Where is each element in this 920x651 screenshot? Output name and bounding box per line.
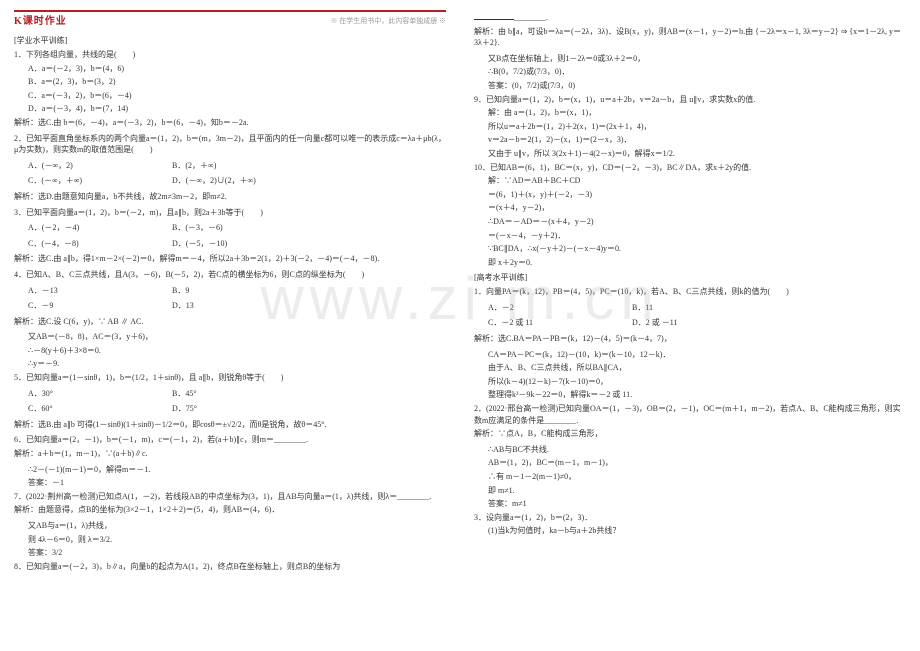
r5a: 解析：∵点A，B，C能构成三角形， bbox=[474, 428, 906, 440]
right-column: ________. 解析：由 b∥a，可设b＝λa＝(－2λ，3λ)．设B(x，… bbox=[460, 0, 920, 651]
q4d: D．13 bbox=[172, 300, 292, 312]
r6: 3．设向量a＝(1，2)，b＝(2，3)． bbox=[474, 512, 906, 524]
page: K课时作业 ※ 在学生用书中，此内容单独成册 ※ [学业水平训练] 1．下列各组… bbox=[0, 0, 920, 651]
q2ans: 解析：选D.由题意知向量a，b不共线，故2m≠3m－2，即m≠2. bbox=[14, 191, 446, 203]
section-gaokao: [高考水平训练] bbox=[474, 272, 906, 284]
r4: 1．向量PA＝(k，12)，PB＝(4，5)，PC＝(10，k)，若A、B、C三… bbox=[474, 286, 906, 298]
r3a: 解：∵AD＝AB＋BC＋CD bbox=[488, 175, 906, 187]
q1ans: 解析：选C.由 b＝(6，－4)，a＝(－3，2)，b＝(6，－4)，知b＝－2… bbox=[14, 117, 446, 129]
r4ans3: 由于A、B、C三点共线，所以BA∥CA， bbox=[488, 362, 906, 374]
q3a: A．(－2，－4) bbox=[28, 222, 148, 234]
r1a: 解析：由 b∥a，可设b＝λa＝(－2λ，3λ)．设B(x，y)，则AB＝(x－… bbox=[474, 26, 906, 49]
r1-text: ________. bbox=[514, 13, 548, 22]
q5a: A．30° bbox=[28, 388, 148, 400]
r5c: AB＝(1，2)，BC＝(m－1，m－1)， bbox=[488, 457, 906, 469]
q7ans4: 答案：3/2 bbox=[28, 547, 446, 559]
r5f: 答案：m≠1 bbox=[488, 498, 906, 510]
q7ans2: 又AB与a＝(1，λ)共线， bbox=[28, 520, 446, 532]
q1d: D．a＝(－3，4)，b＝(7，14) bbox=[28, 103, 446, 115]
r1b: 又B点在坐标轴上，则1－2λ＝0或3λ＋2＝0， bbox=[488, 53, 906, 65]
q5d: D．75° bbox=[172, 403, 292, 415]
q1: 1．下列各组向量，共线的是( ) bbox=[14, 49, 446, 61]
q3b: B．(－3，－6) bbox=[172, 222, 292, 234]
q2: 2．已知平面直角坐标系内的两个向量a＝(1，2)，b＝(m，3m－2)，且平面内… bbox=[14, 133, 446, 156]
q6ans3: 答案：－1 bbox=[28, 477, 446, 489]
r4c: C．－2 或 11 bbox=[488, 317, 608, 329]
r3c: ＝(x＋4，y－2)， bbox=[488, 202, 906, 214]
q6ans1: 解析：a＋b＝(1，m－1)，∵(a＋b)∥c. bbox=[14, 448, 446, 460]
q5ans: 解析：选B.由 a∥b 可得(1－sinθ)(1＋sinθ)－1/2＝0，即co… bbox=[14, 419, 446, 431]
r4d: D．2 或 －11 bbox=[632, 317, 752, 329]
r4ans4: 所以(k－4)(12－k)－7(k－10)＝0， bbox=[488, 376, 906, 388]
q2a: A．(－∞，2) bbox=[28, 160, 148, 172]
q4ans1: 解析：选C.设 C(6，y)，∵ AB ∥ AC. bbox=[14, 316, 446, 328]
r3: 10．已知AB＝(6，1)，BC＝(x，y)，CD＝(－2，－3)，BC∥DA，… bbox=[474, 162, 906, 174]
q7: 7．(2022·荆州高一检测)已知点A(1，－2)，若线段AB的中点坐标为(3，… bbox=[14, 491, 446, 503]
r3e: ＝(－x－4，－y＋2)． bbox=[488, 230, 906, 242]
q7ans3: 则 4λ－6＝0，则 λ＝3/2. bbox=[28, 534, 446, 546]
r1c: ∴B(0，7/2)或(7/3，0)． bbox=[488, 66, 906, 78]
section-academic: [学业水平训练] bbox=[14, 35, 446, 47]
r3f: ∵BC∥DA，∴x(－y＋2)－(－x－4)y＝0. bbox=[488, 243, 906, 255]
q6: 6．已知向量a＝(2，－1)，b＝(－1，m)，c＝(－1，2)，若(a＋b)∥… bbox=[14, 434, 446, 446]
r3d: ∴DA＝－AD＝－(x＋4，y－2) bbox=[488, 216, 906, 228]
q5: 5．已知向量a＝(1－sinθ，1)，b＝(1/2，1＋sinθ)，且 a∥b，… bbox=[14, 372, 446, 384]
r2: 9．已知向量a＝(1，2)，b＝(x，1)，u＝a＋2b，v＝2a－b，且 u∥… bbox=[474, 94, 906, 106]
header-bar: K课时作业 ※ 在学生用书中，此内容单独成册 ※ bbox=[14, 10, 446, 29]
left-column: K课时作业 ※ 在学生用书中，此内容单独成册 ※ [学业水平训练] 1．下列各组… bbox=[0, 0, 460, 651]
q4: 4．已知A、B、C三点共线，且A(3，－6)，B(－5，2)，若C点的横坐标为6… bbox=[14, 269, 446, 281]
q6ans2: ∴2－(－1)(m－1)＝0，解得m＝－1. bbox=[28, 464, 446, 476]
r4b: B．11 bbox=[632, 302, 752, 314]
q4ans2: 又AB＝(－8，8)，AC＝(3，y＋6)， bbox=[28, 331, 446, 343]
q4c: C．－9 bbox=[28, 300, 148, 312]
r5d: ∴有 m－1－2(m－1)≠0， bbox=[488, 471, 906, 483]
q1b: B．a＝(2，3)，b＝(3，2) bbox=[28, 76, 446, 88]
r1d: 答案：(0，7/2)或(7/3，0) bbox=[488, 80, 906, 92]
r4a: A．－2 bbox=[488, 302, 608, 314]
q2c: C．(－∞，＋∞) bbox=[28, 175, 148, 187]
r1: ________. bbox=[474, 12, 906, 24]
r2b: 所以u＝a＋2b＝(1，2)＋2(x，1)＝(2x＋1，4)， bbox=[488, 121, 906, 133]
q4b: B．9 bbox=[172, 285, 292, 297]
r3b: ＝(6，1)＋(x，y)＋(－2，－3) bbox=[488, 189, 906, 201]
r4ans2: CA＝PA－PC＝(k，12)－(10，k)＝(k－10，12－k)． bbox=[488, 349, 906, 361]
q2d: D．(－∞，2)∪(2，＋∞) bbox=[172, 175, 292, 187]
q3d: D．(－5，－10) bbox=[172, 238, 292, 250]
q5c: C．60° bbox=[28, 403, 148, 415]
brand-sub: ※ 在学生用书中，此内容单独成册 ※ bbox=[331, 16, 447, 27]
q8: 8．已知向量a＝(－2，3)，b∥a，向量b的起点为A(1，2)，终点B在坐标轴… bbox=[14, 561, 446, 573]
r5: 2．(2022·邢台高一检测)已知向量OA＝(1，－3)，OB＝(2，－1)，O… bbox=[474, 403, 906, 426]
q7ans1: 解析：由题意得，点B的坐标为(3×2－1，1×2＋2)＝(5，4)，则AB＝(4… bbox=[14, 504, 446, 516]
q3: 3．已知平面向量a＝(1，2)，b＝(－2，m)，且a∥b，则2a＋3b等于( … bbox=[14, 207, 446, 219]
q4ans3: ∴－8(y＋6)＋3×8＝0. bbox=[28, 345, 446, 357]
q3c: C．(－4，－8) bbox=[28, 238, 148, 250]
r4ans5: 整理得k²－9k－22＝0，解得k＝－2 或 11. bbox=[488, 389, 906, 401]
q4ans4: ∴y＝－9. bbox=[28, 358, 446, 370]
brand: K课时作业 bbox=[14, 14, 67, 29]
r2a: 解：由 a＝(1，2)，b＝(x，1)， bbox=[488, 107, 906, 119]
q3ans: 解析：选C.由 a∥b，得1×m－2×(－2)＝0，解得m＝－4，所以2a＋3b… bbox=[14, 253, 446, 265]
q1c: C．a＝(－3，2)，b＝(6，－4) bbox=[28, 90, 446, 102]
r2d: 又由于 u∥v，所以 3(2x＋1)－4(2－x)＝0，解得x＝1/2. bbox=[488, 148, 906, 160]
r5e: 即 m≠1. bbox=[488, 485, 906, 497]
r4ans1: 解析：选C.BA＝PA－PB＝(k，12)－(4，5)＝(k－4，7)， bbox=[474, 333, 906, 345]
r3g: 即 x＋2y＝0. bbox=[488, 257, 906, 269]
r5b: ∴AB与BC不共线. bbox=[488, 444, 906, 456]
r6a: (1)当k为何值时，ka－b与a＋2b共线？ bbox=[488, 525, 906, 537]
q1a: A．a＝(－2，3)，b＝(4，6) bbox=[28, 63, 446, 75]
q4a: A．－13 bbox=[28, 285, 148, 297]
q5b: B．45° bbox=[172, 388, 292, 400]
q2b: B．(2，＋∞) bbox=[172, 160, 292, 172]
r2c: v＝2a－b＝2(1，2)－(x，1)＝(2－x，3)． bbox=[488, 134, 906, 146]
